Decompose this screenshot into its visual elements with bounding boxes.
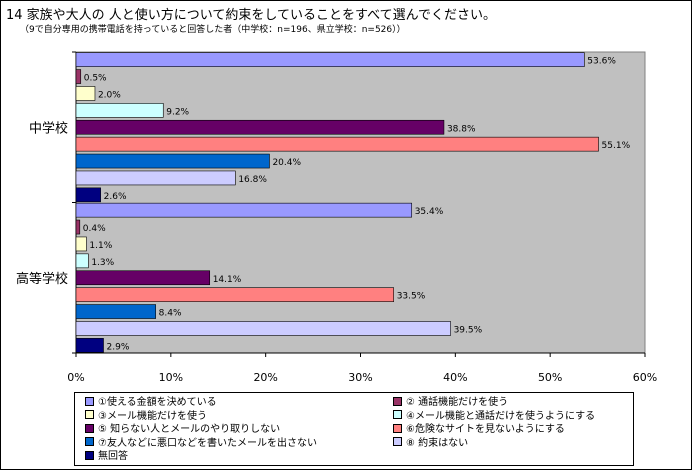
legend-swatch — [393, 423, 402, 433]
x-tick-label: 50% — [538, 371, 562, 384]
bar-value-label: 20.4% — [272, 158, 301, 168]
legend-label: ③メール機能だけを使う — [98, 410, 207, 422]
bar — [75, 153, 270, 169]
x-tick-label: 10% — [159, 371, 183, 384]
plot-area — [75, 51, 646, 354]
legend-item: 無回答 — [85, 450, 128, 463]
bar — [75, 338, 104, 353]
bar — [75, 136, 599, 152]
legend-item: ④メール機能と通話だけを使うようにする — [393, 410, 595, 423]
bar-value-label: 39.5% — [454, 325, 483, 335]
x-tick-label: 60% — [633, 371, 657, 384]
bar — [75, 253, 89, 269]
bar-value-label: 2.9% — [107, 342, 130, 352]
legend-label: ⑥危険なサイトを見ないようにする — [406, 424, 565, 436]
bar-value-label: 1.1% — [89, 241, 112, 251]
bar — [75, 304, 156, 319]
legend-item: ③メール機能だけを使う — [85, 410, 207, 423]
legend-label: ⑦友人などに悪口などを書いたメールを出さない — [98, 437, 317, 449]
legend-label: ⑤ 知らない人とメールのやり取りしない — [98, 424, 281, 436]
bar — [75, 69, 82, 84]
bar — [75, 52, 585, 67]
bar-value-label: 9.2% — [166, 107, 189, 117]
legend-item: ⑥危険なサイトを見ないようにする — [393, 423, 565, 436]
bar — [75, 236, 87, 252]
legend-item: ② 通話機能だけを使う — [393, 396, 508, 409]
x-tick-label: 30% — [348, 371, 372, 384]
bar-value-label: 14.1% — [213, 275, 242, 285]
bar-value-label: 55.1% — [602, 141, 631, 151]
bar — [75, 170, 236, 186]
bar — [75, 119, 445, 135]
bar-value-label: 38.8% — [447, 124, 476, 134]
bar-value-label: 53.6% — [587, 57, 616, 67]
x-tick-label: 40% — [443, 371, 467, 384]
bar — [75, 86, 96, 101]
legend-swatch — [85, 423, 94, 433]
legend-label: ④メール機能と通話だけを使うようにする — [406, 410, 596, 422]
legend-label: ①使える金額を決めている — [98, 397, 217, 408]
chart-legend: ①使える金額を決めている ② 通話機能だけを使う ③メール機能だけを使う ④メール機能… — [74, 392, 634, 466]
legend-item: ⑧ 約束はない — [393, 437, 468, 450]
bar — [75, 187, 101, 203]
legend-swatch — [85, 437, 94, 447]
chart-title: 14 家族や大人の 人と使い方について約束をしていることをすべて選んでください。 — [6, 8, 496, 23]
bar-value-label: 2.0% — [98, 90, 121, 100]
bar-value-label: 2.6% — [104, 192, 127, 202]
group-label: 中学校 — [29, 120, 68, 136]
legend-item: ①使える金額を決めている — [85, 396, 217, 409]
bar — [75, 270, 211, 286]
bar-value-label: 16.8% — [238, 175, 267, 185]
bar-value-label: 8.4% — [159, 309, 182, 319]
bar-value-label: 35.4% — [415, 207, 444, 217]
bar — [75, 321, 451, 336]
bar-value-label: 0.5% — [84, 74, 107, 84]
bar — [75, 219, 81, 235]
legend-swatch — [393, 396, 402, 406]
chart-subtitle: （9で自分専用の携帯電話を持っていると回答した者（中学校：n=196、県立学校：… — [20, 25, 406, 35]
legend-swatch — [85, 396, 94, 406]
bar-value-label: 33.5% — [397, 292, 426, 302]
legend-label: ② 通話機能だけを使う — [406, 397, 509, 408]
legend-label: 無回答 — [98, 451, 128, 463]
legend-swatch — [393, 410, 402, 420]
bar-value-label: 0.4% — [83, 224, 106, 234]
legend-swatch — [85, 410, 94, 420]
x-tick-label: 0% — [67, 371, 84, 384]
legend-swatch — [393, 437, 402, 447]
bar — [75, 103, 164, 118]
legend-label: ⑧ 約束はない — [406, 437, 469, 449]
bar — [75, 287, 394, 302]
legend-item: ⑤ 知らない人とメールのやり取りしない — [85, 423, 280, 436]
legend-item: ⑦友人などに悪口などを書いたメールを出さない — [85, 437, 317, 450]
x-tick-label: 20% — [253, 371, 277, 384]
legend-swatch — [85, 450, 94, 460]
bar-value-label: 1.3% — [91, 258, 114, 268]
bar — [75, 202, 413, 218]
group-label: 高等学校 — [16, 271, 68, 287]
